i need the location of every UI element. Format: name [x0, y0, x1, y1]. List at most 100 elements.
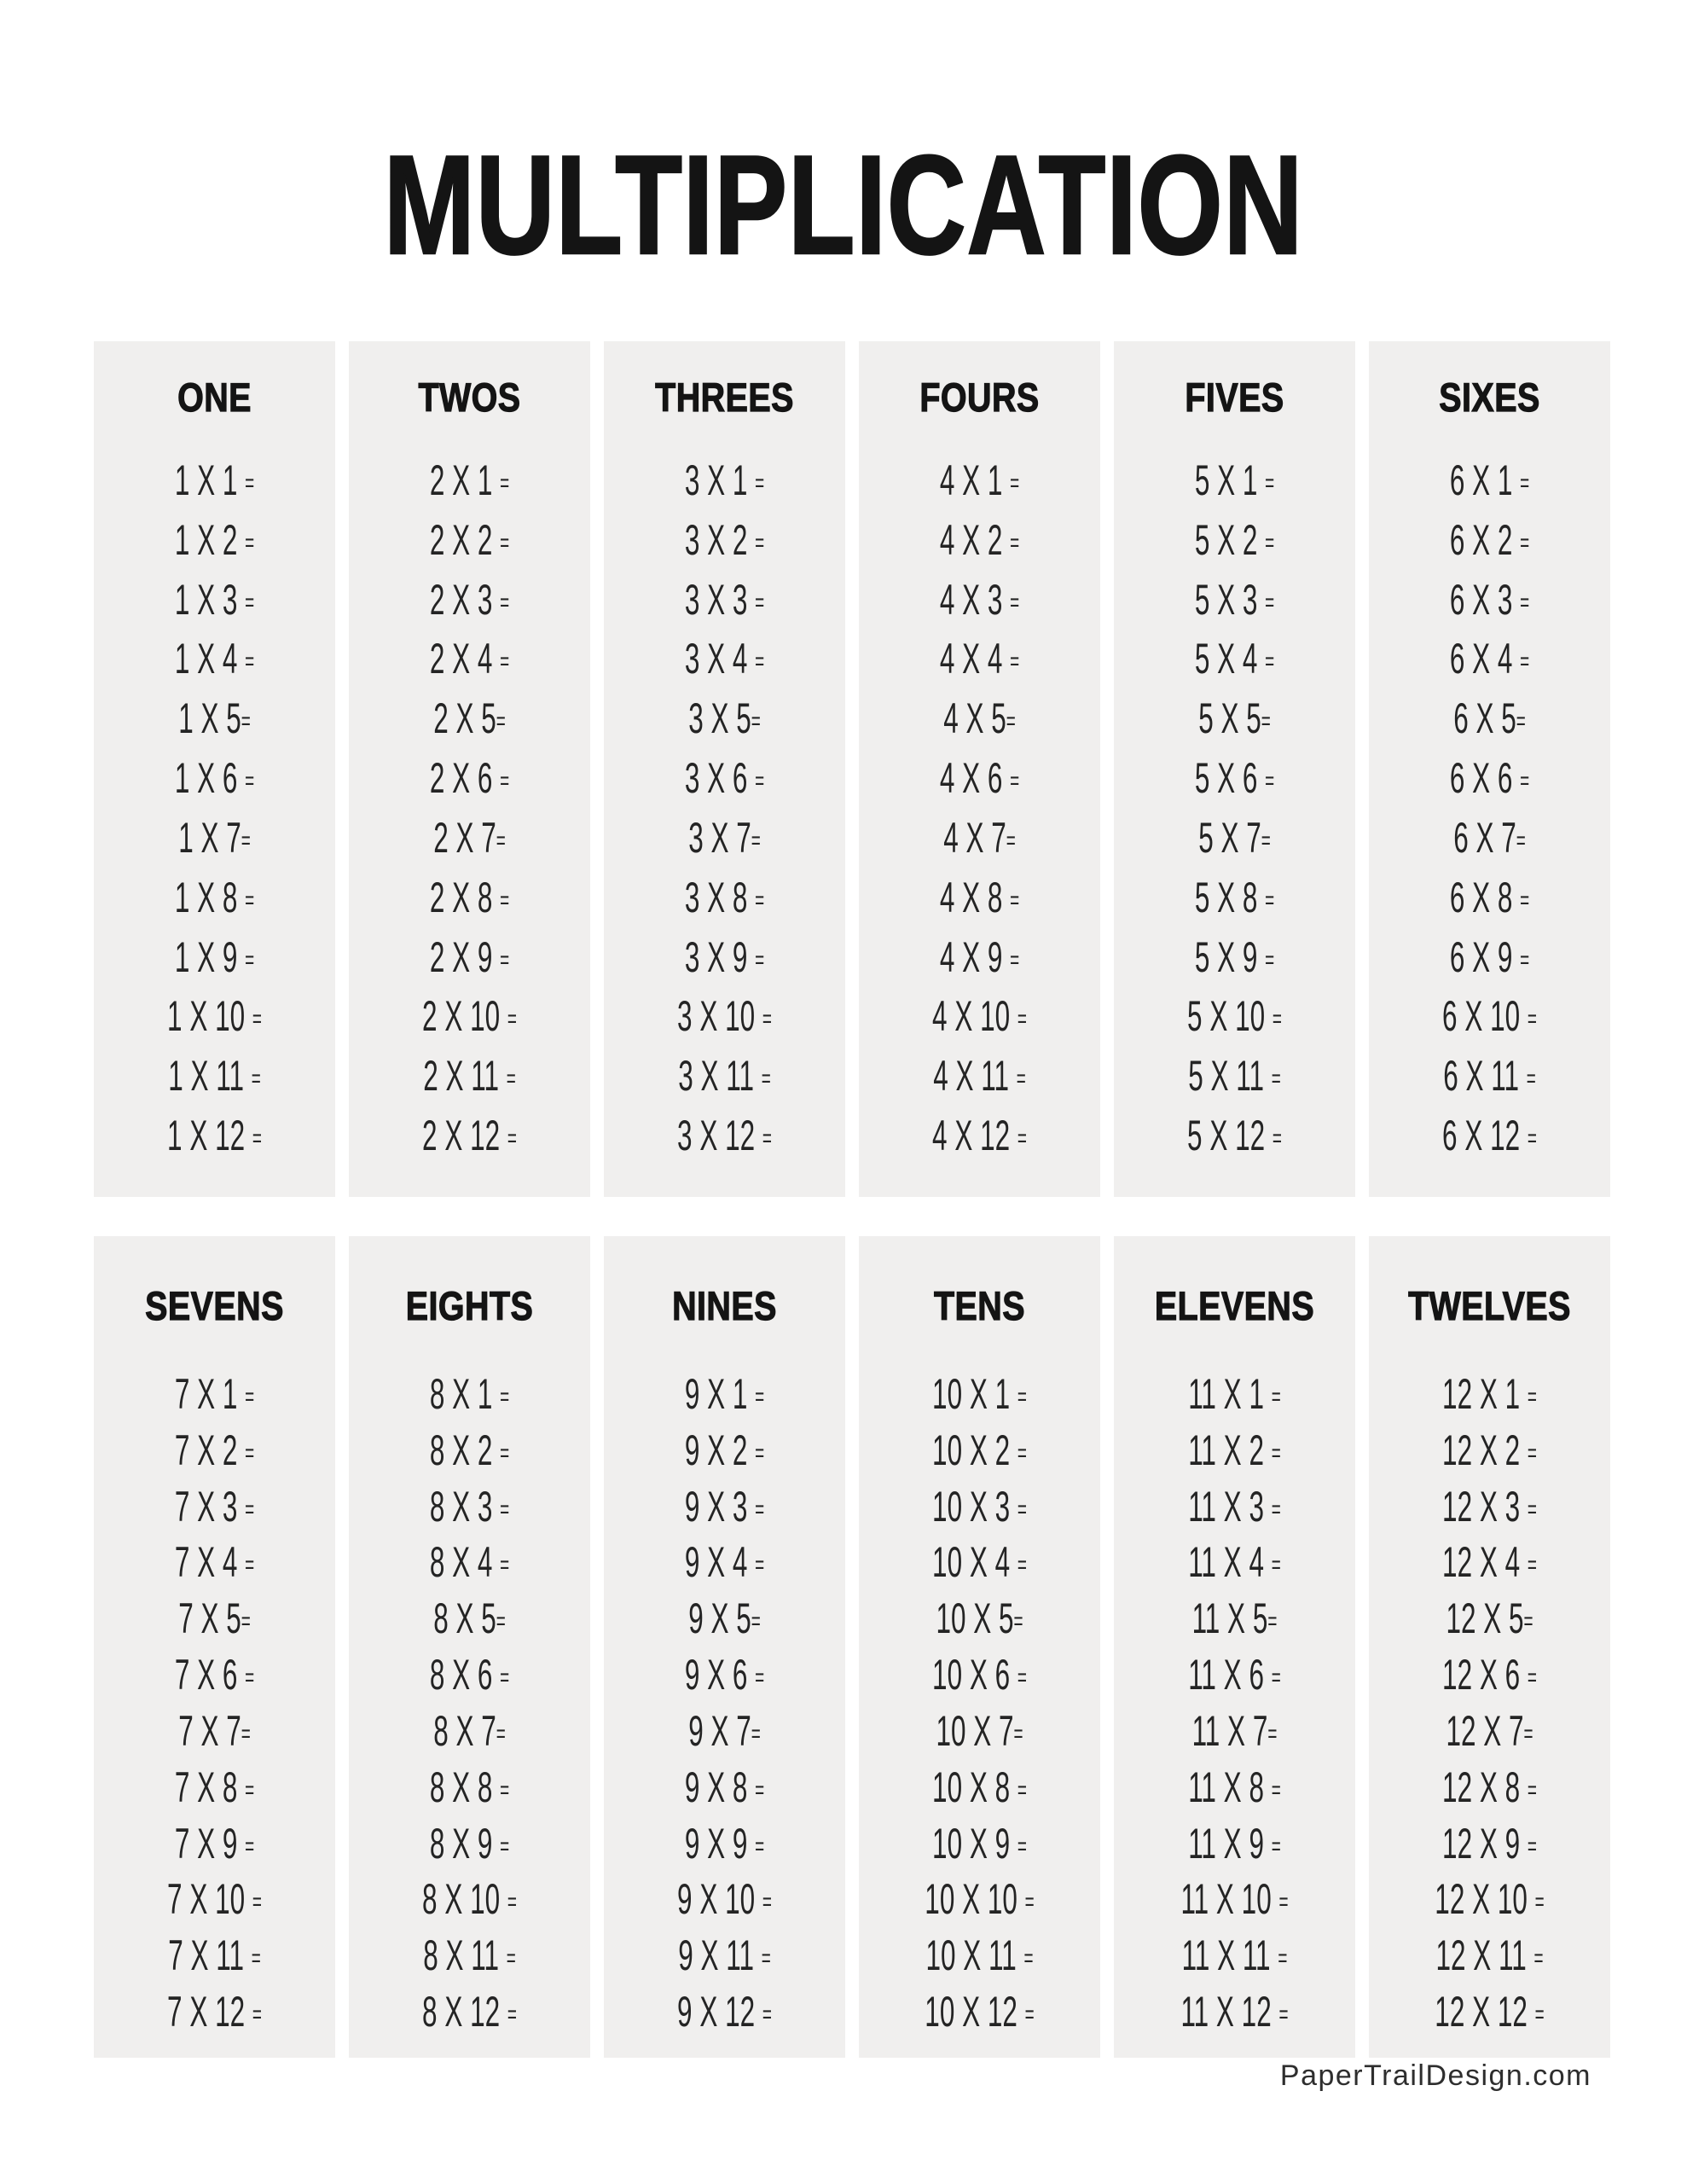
multiplication-item: 8 X 8 = [429, 1763, 510, 1811]
multiplication-item: 4 X 7= [943, 813, 1016, 862]
multiplication-item: 1 X 8 = [174, 873, 255, 921]
multiplication-item: 8 X 2 = [429, 1426, 510, 1474]
multiplication-item: 1 X 11 = [168, 1052, 261, 1101]
multiplication-item: 5 X 12 = [1187, 1111, 1282, 1159]
multiplication-item: 6 X 4 = [1449, 635, 1530, 683]
multiplication-item: 4 X 9 = [939, 932, 1020, 981]
multiplication-item: 11 X 9 = [1188, 1819, 1281, 1867]
table-heading: THREES [655, 375, 794, 420]
multiplication-item: 11 X 3 = [1188, 1482, 1281, 1531]
multiplication-item: 8 X 6 = [429, 1651, 510, 1699]
multiplication-item: 5 X 7= [1198, 813, 1271, 862]
multiplication-item: 11 X 4 = [1188, 1538, 1281, 1587]
multiplication-item: 6 X 12 = [1442, 1111, 1537, 1159]
table-heading: SIXES [1439, 375, 1540, 420]
multiplication-item: 8 X 3 = [429, 1482, 510, 1531]
multiplication-item: 2 X 5= [433, 694, 506, 743]
multiplication-item: 3 X 11 = [678, 1052, 771, 1101]
multiplication-item: 6 X 3 = [1449, 575, 1530, 624]
multiplication-item: 10 X 11 = [925, 1931, 1034, 1980]
multiplication-item: 7 X 2 = [174, 1426, 255, 1474]
multiplication-item: 2 X 9 = [429, 932, 510, 981]
multiplication-item: 2 X 7= [433, 813, 506, 862]
multiplication-item: 10 X 6 = [932, 1651, 1027, 1699]
table-heading: EIGHTS [405, 1283, 534, 1328]
multiplication-item: 5 X 2 = [1194, 515, 1275, 564]
multiplication-item: 4 X 5= [943, 694, 1016, 743]
table-heading: FIVES [1185, 375, 1284, 420]
multiplication-item: 8 X 11 = [423, 1931, 516, 1980]
multiplication-item: 2 X 12 = [422, 1111, 517, 1159]
multiplication-item: 10 X 1 = [932, 1370, 1027, 1418]
multiplication-item: 11 X 2 = [1188, 1426, 1281, 1474]
multiplication-item: 3 X 5= [688, 694, 761, 743]
multiplication-item: 8 X 12 = [422, 1987, 517, 2036]
table-card-tens: TENS 10 X 1 = 10 X 2 = 10 X 3 = 10 X 4 = 10 X… [859, 1236, 1100, 2058]
multiplication-item: 6 X 8 = [1449, 873, 1530, 921]
table-heading: NINES [672, 1283, 777, 1328]
multiplication-item: 10 X 12 = [925, 1987, 1035, 2036]
multiplication-item: 8 X 7= [433, 1706, 506, 1755]
table-card-twos: TWOS 2 X 1 = 2 X 2 = 2 X 3 = 2 X 4 = 2 X 5= 2 … [349, 341, 590, 1197]
multiplication-item: 1 X 2 = [174, 515, 255, 564]
watermark-url: PaperTrailDesign.com [1279, 2059, 1591, 2092]
multiplication-item: 11 X 11 = [1181, 1931, 1288, 1980]
multiplication-item: 11 X 8 = [1188, 1763, 1281, 1811]
multiplication-item: 10 X 8 = [932, 1763, 1027, 1811]
multiplication-item: 5 X 8 = [1194, 873, 1275, 921]
table-card-threes: THREES 3 X 1 = 3 X 2 = 3 X 3 = 3 X 4 = 3 X 5=… [604, 341, 845, 1197]
multiplication-item: 8 X 5= [433, 1594, 506, 1643]
multiplication-item: 10 X 9 = [932, 1819, 1027, 1867]
multiplication-item: 6 X 1 = [1449, 456, 1530, 504]
multiplication-item: 5 X 5= [1198, 694, 1271, 743]
multiplication-item: 9 X 9 = [684, 1819, 765, 1867]
multiplication-item: 5 X 9 = [1194, 932, 1275, 981]
multiplication-item: 4 X 6 = [939, 754, 1020, 803]
multiplication-item: 4 X 4 = [939, 635, 1020, 683]
multiplication-item: 9 X 8 = [684, 1763, 765, 1811]
multiplication-item: 6 X 11 = [1443, 1052, 1536, 1101]
multiplication-item: 10 X 4 = [932, 1538, 1027, 1587]
multiplication-item: 11 X 6 = [1188, 1651, 1281, 1699]
multiplication-item: 9 X 7= [688, 1706, 761, 1755]
multiplication-item: 1 X 4 = [174, 635, 255, 683]
multiplication-item: 3 X 4 = [684, 635, 765, 683]
multiplication-item: 9 X 11 = [678, 1931, 771, 1980]
multiplication-item: 12 X 7= [1446, 1706, 1533, 1755]
multiplication-item: 11 X 5= [1191, 1594, 1278, 1643]
multiplication-item: 3 X 1 = [684, 456, 765, 504]
multiplication-item: 11 X 7= [1191, 1706, 1278, 1755]
multiplication-item: 10 X 3 = [932, 1482, 1027, 1531]
multiplication-item: 3 X 12 = [677, 1111, 772, 1159]
multiplication-item: 4 X 11 = [933, 1052, 1026, 1101]
multiplication-item: 9 X 3 = [684, 1482, 765, 1531]
table-heading: SEVENS [145, 1283, 284, 1328]
multiplication-item: 3 X 6 = [684, 754, 765, 803]
multiplication-item: 2 X 1 = [429, 456, 510, 504]
multiplication-item: 2 X 4 = [429, 635, 510, 683]
multiplication-item: 7 X 1 = [174, 1370, 255, 1418]
multiplication-item: 9 X 2 = [684, 1426, 765, 1474]
table-card-twelves: TWELVES 12 X 1 = 12 X 2 = 12 X 3 = 12 X 4 = 1… [1369, 1236, 1610, 2058]
multiplication-item: 4 X 1 = [939, 456, 1020, 504]
table-card-sixes: SIXES 6 X 1 = 6 X 2 = 6 X 3 = 6 X 4 = 6 X 5= 6… [1369, 341, 1610, 1197]
multiplication-item: 6 X 2 = [1449, 515, 1530, 564]
multiplication-item: 5 X 6 = [1194, 754, 1275, 803]
multiplication-item: 5 X 4 = [1194, 635, 1275, 683]
multiplication-item: 3 X 7= [688, 813, 761, 862]
table-heading: TWOS [418, 375, 521, 420]
multiplication-item: 4 X 3 = [939, 575, 1020, 624]
multiplication-item: 6 X 7= [1453, 813, 1526, 862]
multiplication-item: 1 X 12 = [167, 1111, 262, 1159]
multiplication-item: 10 X 10 = [925, 1875, 1035, 1924]
multiplication-item: 2 X 3 = [429, 575, 510, 624]
multiplication-item: 7 X 11 = [168, 1931, 261, 1980]
table-heading: ELEVENS [1154, 1283, 1315, 1328]
multiplication-item: 2 X 11 = [423, 1052, 516, 1101]
multiplication-item: 7 X 8 = [174, 1763, 255, 1811]
multiplication-item: 10 X 2 = [932, 1426, 1027, 1474]
multiplication-item: 7 X 3 = [174, 1482, 255, 1531]
multiplication-item: 9 X 5= [688, 1594, 761, 1643]
multiplication-item: 1 X 1 = [174, 456, 255, 504]
multiplication-item: 2 X 10 = [422, 992, 517, 1041]
